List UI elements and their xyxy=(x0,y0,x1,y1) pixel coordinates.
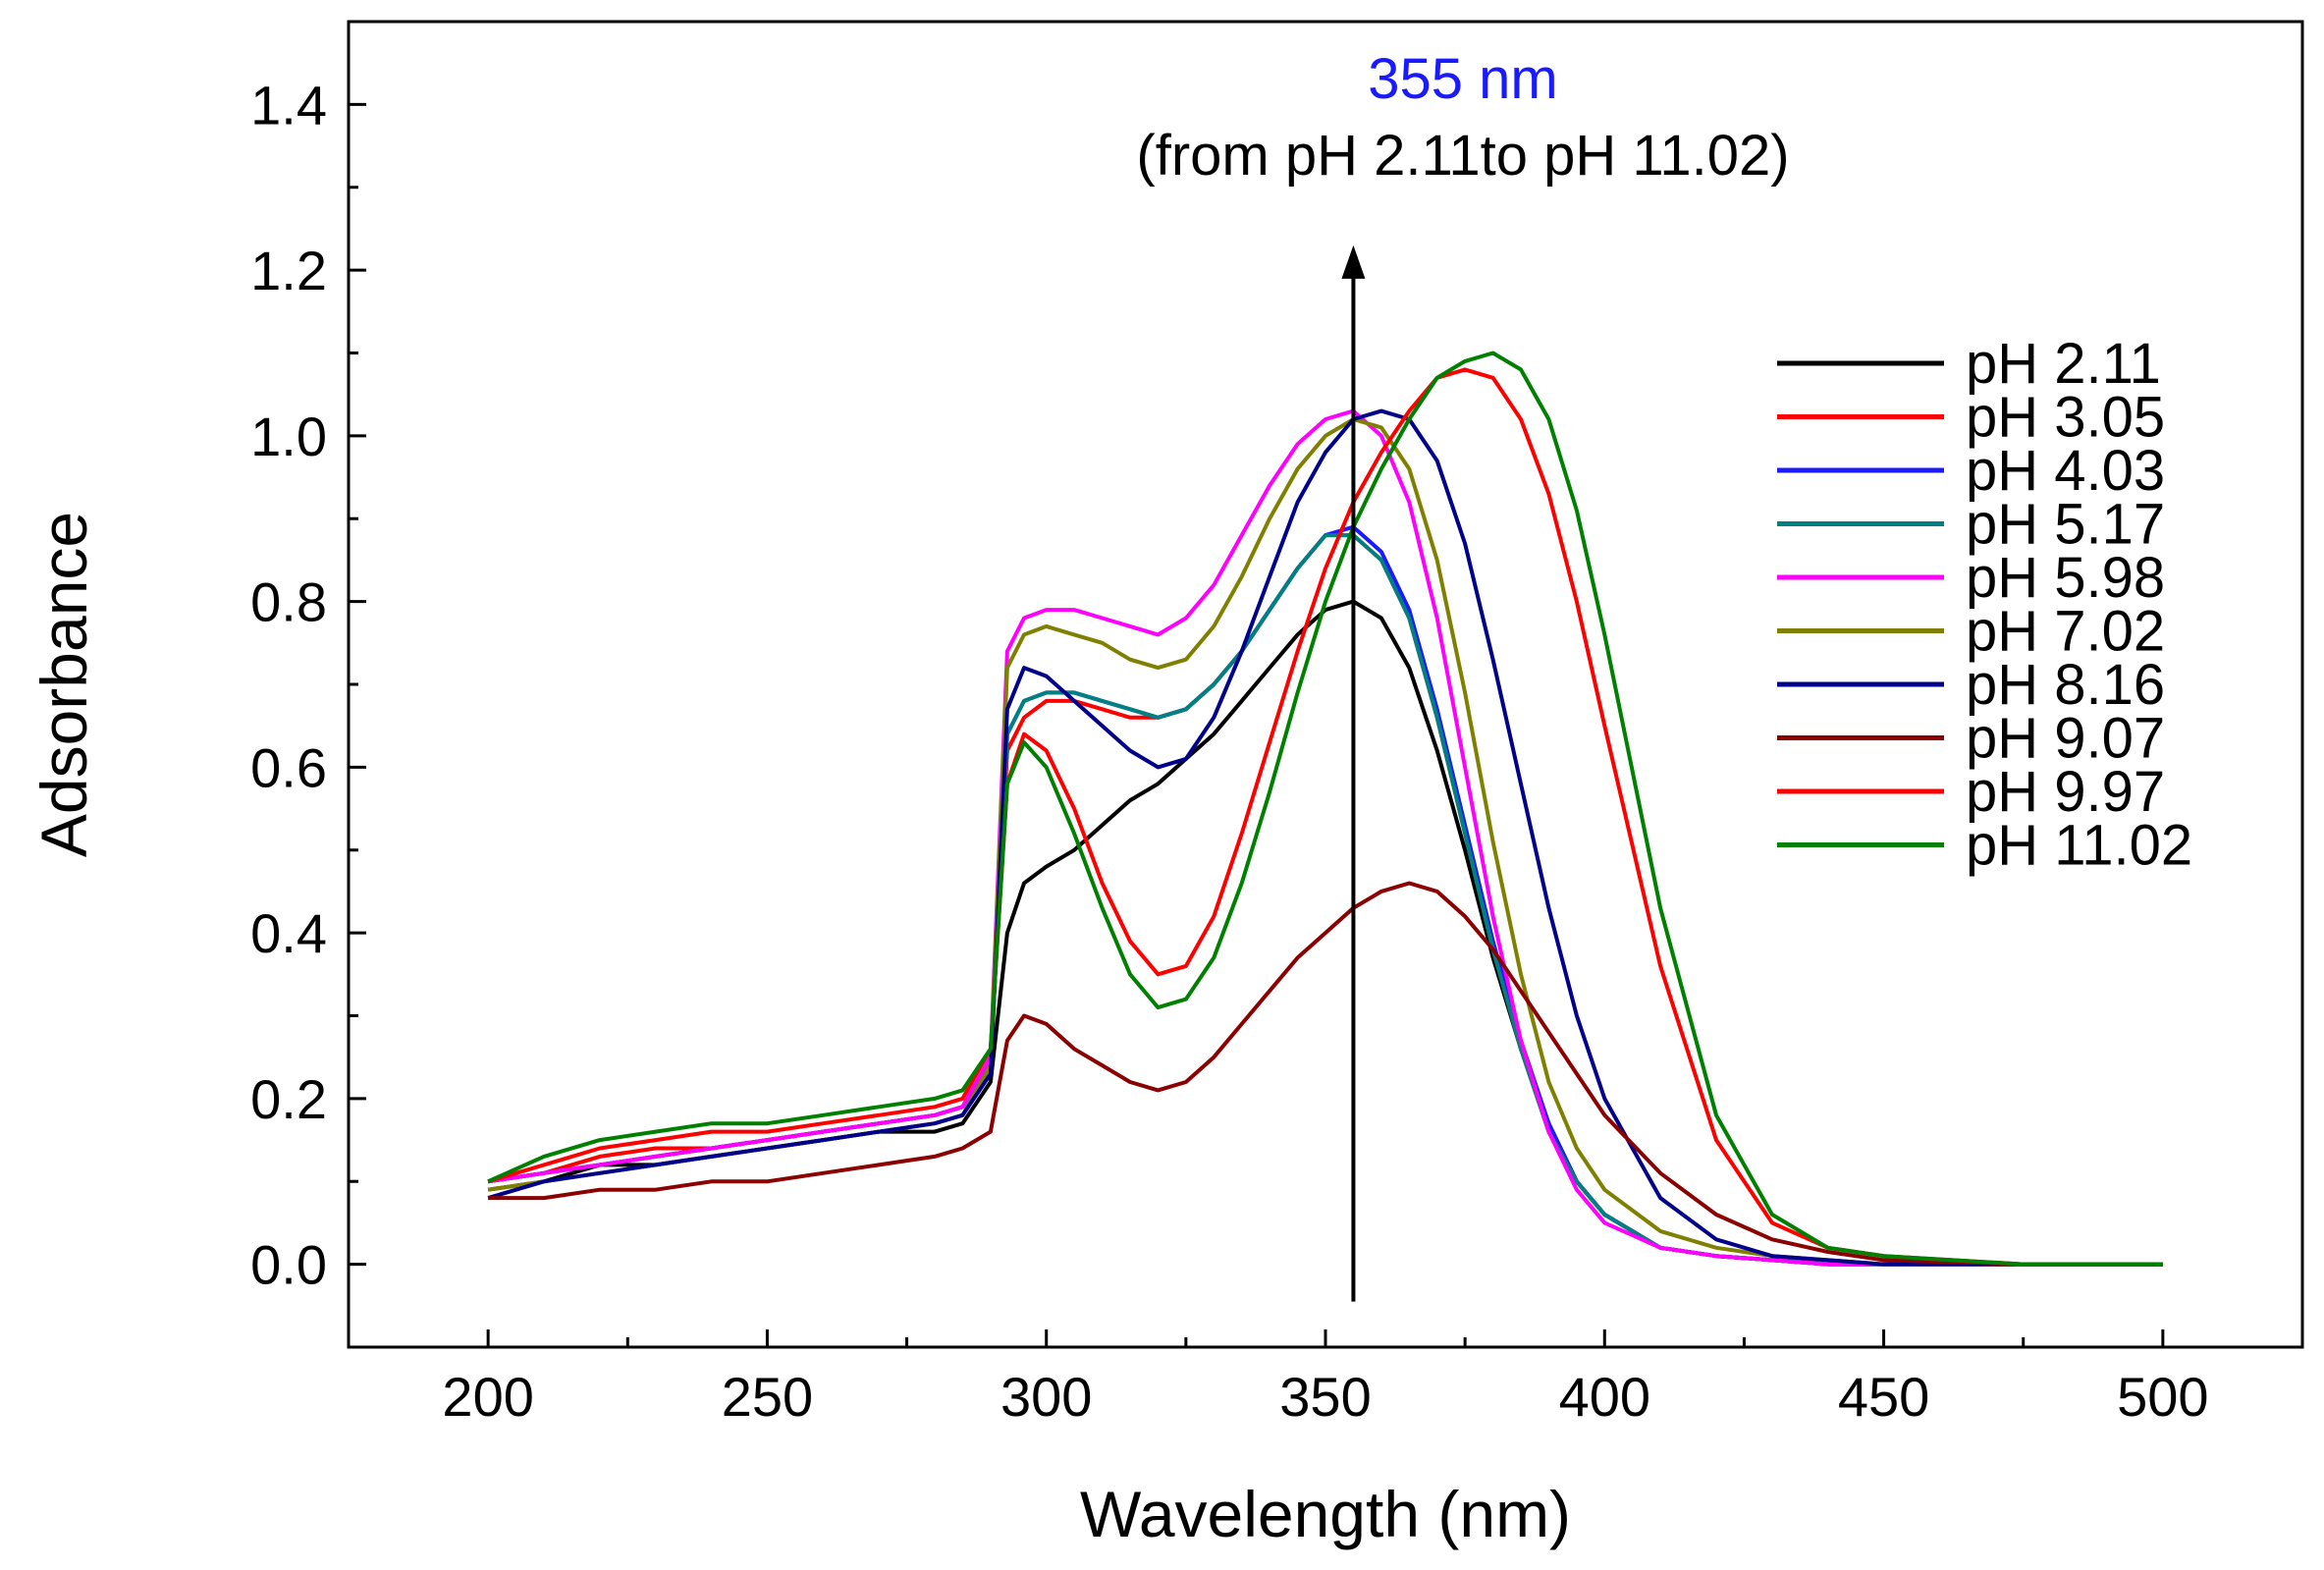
y-tick-label: 1.4 xyxy=(250,74,327,135)
arrow-head xyxy=(1341,244,1366,279)
annotation: 355 nm (from pH 2.11to pH 11.02) xyxy=(1136,47,1790,1302)
series-line xyxy=(487,367,2163,1267)
series-line xyxy=(487,533,2163,1267)
x-tick-label: 400 xyxy=(1559,1366,1650,1428)
y-tick-label: 0.8 xyxy=(250,571,327,633)
legend-label: pH 5.98 xyxy=(1966,546,2165,610)
legend-label: pH 4.03 xyxy=(1966,439,2165,503)
series-group xyxy=(487,351,2163,1267)
y-tick-label: 0.6 xyxy=(250,736,327,798)
legend-label: pH 8.16 xyxy=(1966,653,2165,717)
legend-label: pH 7.02 xyxy=(1966,600,2165,664)
series-line xyxy=(488,881,2163,1267)
legend-label: pH 9.97 xyxy=(1966,760,2165,824)
y-tick-label: 1.2 xyxy=(250,240,327,301)
x-axis-title: Wavelength (nm) xyxy=(1080,1478,1571,1550)
series-line xyxy=(487,408,2163,1267)
legend-label: pH 11.02 xyxy=(1966,814,2192,878)
x-tick-label: 250 xyxy=(722,1366,813,1428)
x-tick-label: 450 xyxy=(1838,1366,1929,1428)
x-tick-label: 350 xyxy=(1279,1366,1371,1428)
y-tick-label: 1.0 xyxy=(250,406,327,467)
x-axis: 200 250 300 350 400 450 500 xyxy=(347,1329,2304,1428)
series-line xyxy=(487,533,2163,1267)
y-axis-title: Adsorbance xyxy=(27,512,100,857)
series-line xyxy=(487,408,2163,1267)
annotation-range: (from pH 2.11to pH 11.02) xyxy=(1136,124,1789,188)
series-line xyxy=(487,417,2163,1267)
annotation-wavelength: 355 nm xyxy=(1368,47,1557,111)
x-tick-label: 200 xyxy=(442,1366,533,1428)
x-tick-label: 500 xyxy=(2117,1366,2208,1428)
series-line xyxy=(487,351,2163,1267)
y-tick-label: 0.4 xyxy=(250,902,327,964)
legend-label: pH 2.11 xyxy=(1966,332,2161,396)
y-tick-label: 0.0 xyxy=(250,1234,327,1296)
legend-label: pH 5.17 xyxy=(1966,493,2165,557)
legend-label: pH 3.05 xyxy=(1966,386,2165,450)
y-tick-label: 0.2 xyxy=(250,1068,327,1130)
x-tick-label: 300 xyxy=(1000,1366,1092,1428)
legend-label: pH 9.07 xyxy=(1966,707,2165,771)
y-axis: 0.0 0.2 0.4 0.6 0.8 1.0 1.2 1.4 xyxy=(250,20,366,1349)
